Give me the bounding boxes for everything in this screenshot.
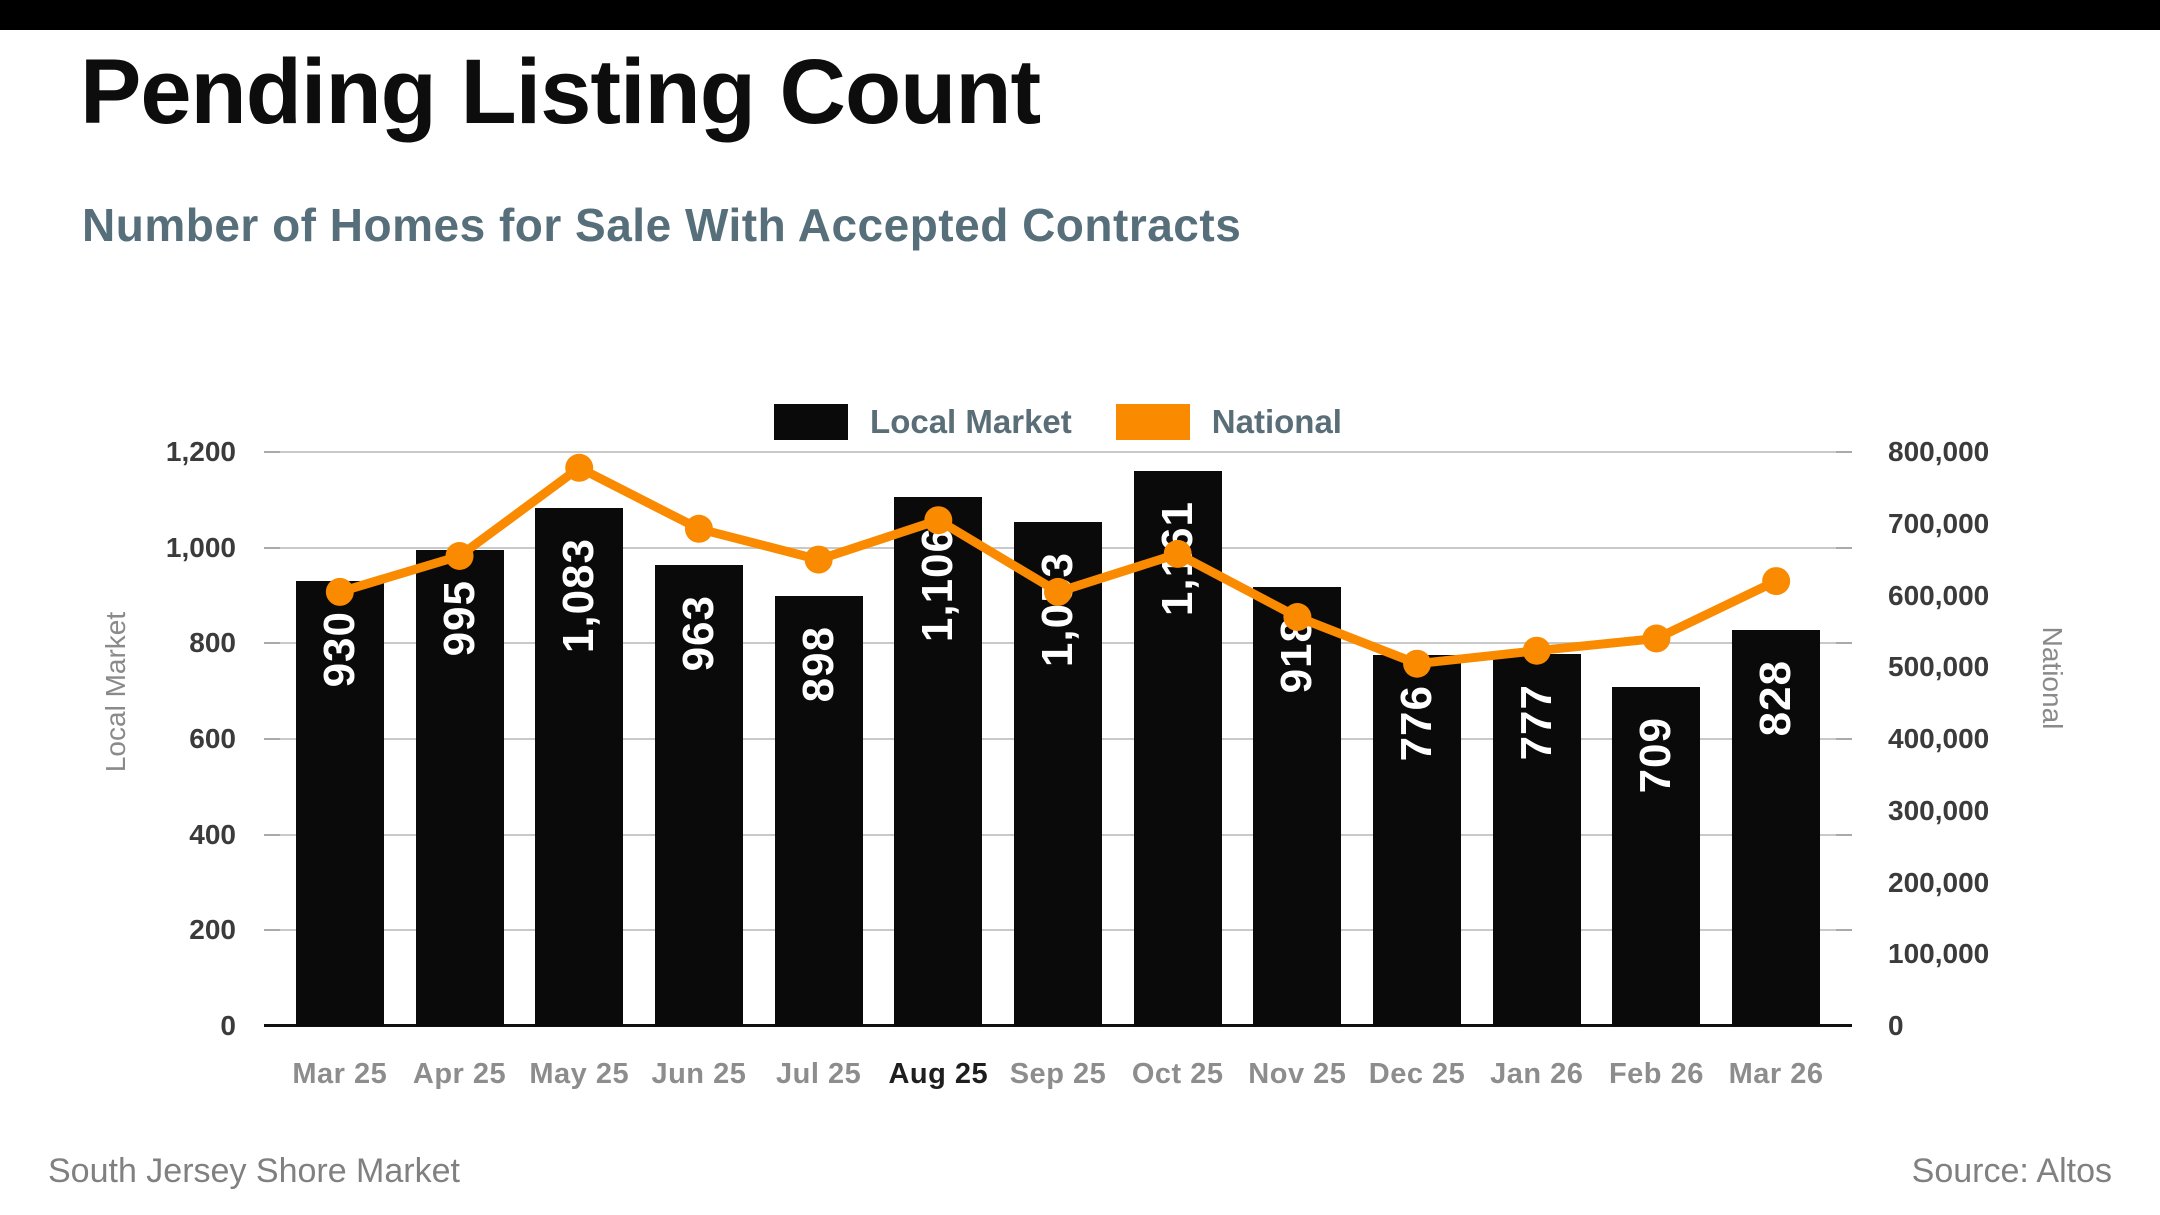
right-axis-title: National (2037, 626, 2068, 730)
x-axis-label-aug-25: Aug 25 (888, 1058, 989, 1090)
left-axis-tick-label: 200 (189, 914, 236, 946)
x-axis-label-mar-26: Mar 26 (1728, 1058, 1824, 1090)
right-axis-tick-label: 100,000 (1888, 938, 1990, 970)
left-tick-mark (264, 546, 280, 549)
bar-may-25 (535, 507, 624, 1026)
national-point-mar-25 (325, 577, 354, 606)
bar-nov-25 (1253, 586, 1342, 1026)
right-tick-mark (1836, 546, 1852, 549)
legend-item-local-market: Local Market (774, 403, 1072, 441)
legend-swatch (1115, 404, 1190, 440)
footer-source-label: Source: Altos (1911, 1152, 2112, 1190)
page-title: Pending Listing Count (80, 41, 1041, 143)
chart-legend: Local Market National (280, 402, 1836, 442)
national-point-may-25 (565, 453, 594, 482)
x-axis-label-jul-25: Jul 25 (775, 1058, 862, 1090)
right-axis-tick-label: 0 (1888, 1010, 1904, 1041)
legend-label: National (1211, 403, 1342, 440)
national-point-dec-25 (1403, 649, 1432, 678)
legend-label: Local Market (870, 403, 1072, 440)
left-tick-mark (264, 642, 280, 645)
bar-aug-25 (894, 496, 983, 1026)
national-point-oct-25 (1163, 539, 1192, 568)
x-axis-labels: Mar 25 Apr 25 May 25 Jun 25 Jul 25 Aug 25 Sep … (280, 1058, 1836, 1091)
left-tick-mark (264, 451, 280, 453)
right-axis-tick-label: 800,000 (1888, 436, 1990, 467)
right-tick-mark (1836, 833, 1852, 836)
x-axis-label-jun-25: Jun 25 (651, 1058, 747, 1090)
left-axis-tick-label: 800 (189, 627, 236, 659)
left-tick-mark (264, 738, 280, 740)
national-point-apr-25 (445, 542, 474, 570)
left-axis-tick-label: 0 (220, 1010, 236, 1041)
national-line-layer (325, 453, 1791, 678)
left-tick-mark (264, 833, 280, 836)
x-axis-label-mar-25: Mar 25 (292, 1058, 388, 1090)
national-point-jun-25 (684, 514, 713, 543)
national-point-nov-25 (1283, 603, 1312, 631)
right-axis-tick-label: 200,000 (1888, 866, 1990, 898)
bar-mar-26 (1732, 629, 1821, 1026)
right-axis-tick-label: 500,000 (1888, 651, 1990, 683)
national-line (335, 463, 1781, 669)
right-tick-mark (1836, 642, 1852, 645)
plot-area: 9309951,0839638981,1061,0531,16191877677… (264, 451, 1852, 1027)
bar-jun-25 (654, 565, 743, 1026)
right-tick-mark (1836, 929, 1852, 932)
bar-apr-25 (415, 550, 504, 1026)
national-point-sep-25 (1044, 577, 1072, 606)
gridline (280, 451, 1836, 453)
right-tick-mark (1836, 738, 1852, 740)
x-axis-label-nov-25: Nov 25 (1248, 1058, 1347, 1090)
left-axis-tick-label: 400 (189, 818, 236, 850)
footer-market-label: South Jersey Shore Market (48, 1152, 460, 1190)
bar-sep-25 (1014, 522, 1102, 1026)
top-accent-bar (0, 0, 2160, 30)
x-axis-label-oct-25: Oct 25 (1131, 1058, 1224, 1090)
right-tick-mark (1836, 451, 1852, 453)
x-axis-label-may-25: May 25 (529, 1058, 630, 1090)
right-axis-tick-label: 400,000 (1888, 723, 1990, 754)
left-tick-mark (264, 929, 280, 932)
right-axis-tick-label: 600,000 (1888, 579, 1990, 611)
left-axis-tick-label: 1,000 (165, 531, 236, 563)
bar-dec-25 (1373, 654, 1462, 1026)
page-subtitle: Number of Homes for Sale With Accepted C… (82, 199, 1242, 251)
national-point-mar-26 (1762, 567, 1791, 596)
bar-jan-26 (1492, 654, 1581, 1026)
national-point-jul-25 (804, 545, 833, 574)
right-axis-tick-label: 300,000 (1888, 794, 1990, 826)
left-axis-tick-label: 1,200 (165, 436, 236, 467)
x-axis-label-sep-25: Sep 25 (1009, 1058, 1107, 1090)
bar-mar-25 (295, 581, 384, 1026)
right-axis-tick-label: 700,000 (1888, 507, 1990, 539)
left-axis-title: Local Market (100, 611, 131, 773)
national-point-aug-25 (924, 506, 953, 535)
national-point-jan-26 (1522, 636, 1551, 665)
x-axis-label-apr-25: Apr 25 (412, 1058, 507, 1090)
bar-jul-25 (774, 596, 863, 1026)
legend-swatch (774, 404, 849, 440)
left-axis-tick-label: 600 (189, 723, 236, 754)
x-axis-label-dec-25: Dec 25 (1368, 1058, 1466, 1090)
bar-feb-26 (1612, 686, 1701, 1026)
national-point-feb-26 (1642, 624, 1671, 653)
legend-item-national: National (1115, 403, 1342, 441)
x-axis-label-jan-26: Jan 26 (1490, 1058, 1584, 1090)
x-axis-label-feb-26: Feb 26 (1608, 1058, 1704, 1090)
